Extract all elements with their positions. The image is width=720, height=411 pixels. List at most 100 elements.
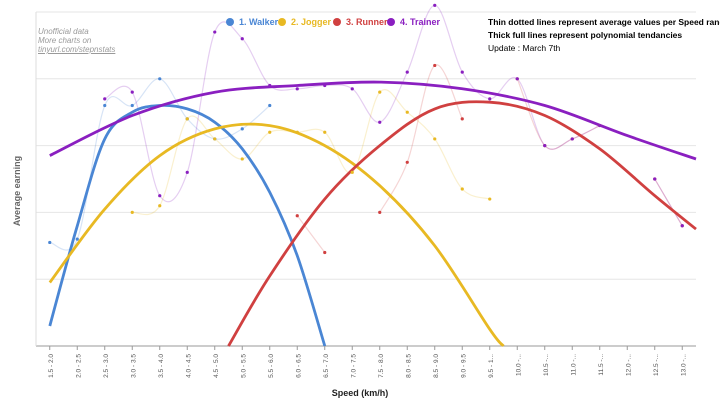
trainer-average-point [103, 97, 107, 101]
trainer-average-point [378, 120, 382, 124]
trainer-average-point [350, 87, 354, 91]
x-tick-label: 6.5 - 7.0 [323, 354, 330, 378]
x-tick-label: 8.5 - 9.0 [433, 354, 440, 378]
legend-item-jogger[interactable]: 2. Jogger [278, 17, 331, 27]
jogger-average-point [350, 170, 354, 174]
jogger-average-point [433, 137, 437, 141]
legend-label-trainer: 4. Trainer [400, 17, 441, 27]
trainer-average-point [488, 97, 492, 101]
legend-item-runner[interactable]: 3. Runner [333, 17, 388, 27]
x-tick-label: 7.5 - 8.0 [378, 354, 385, 378]
y-axis-label: Average earning [12, 155, 22, 227]
walker-trend-line [48, 103, 327, 347]
legend-item-trainer[interactable]: 4. Trainer [387, 17, 440, 27]
legend-label-walker: 1. Walker [239, 17, 279, 27]
runner-average-line [296, 215, 326, 253]
trainer-average-point [295, 87, 299, 91]
source-note-line1: Unofficial data [38, 27, 89, 36]
legend-label-jogger: 2. Jogger [291, 17, 332, 27]
x-tick-label: 10.0 -... [515, 354, 522, 376]
legend-label-runner: 3. Runner [346, 17, 388, 27]
legend-dot-walker [226, 18, 234, 26]
x-tick-label: 8.0 - 8.5 [405, 354, 412, 378]
trainer-trend-line [49, 80, 697, 161]
x-tick-label: 11.0 -... [570, 354, 577, 376]
walker-average-point [268, 103, 272, 108]
trainer-average-point [598, 123, 602, 128]
jogger-average-point [323, 130, 327, 134]
walker-average-line [49, 78, 271, 251]
x-tick-label: 9.5 - 1... [488, 354, 495, 378]
walker-average-point [240, 127, 244, 131]
x-tick-label: 6.0 - 6.5 [295, 354, 302, 378]
x-tick-label: 11.5 -... [598, 354, 605, 376]
trainer-average-line [654, 178, 683, 227]
note-dotted-lines: Thin dotted lines represent average valu… [488, 17, 720, 27]
x-tick-label: 5.0 - 5.5 [240, 354, 247, 378]
x-tick-label: 12.5 -... [653, 354, 660, 376]
x-tick-label: 2.0 - 2.5 [75, 354, 82, 378]
note-full-lines: Thick full lines represent polynomial te… [488, 30, 683, 40]
jogger-average-point [213, 137, 217, 141]
jogger-average-point [460, 187, 464, 191]
source-note-line2: More charts on [38, 36, 92, 45]
x-tick-label: 10.5 -... [543, 354, 550, 376]
jogger-average-point [158, 204, 162, 208]
walker-average-point [48, 240, 52, 245]
average-lines-layer [49, 4, 683, 253]
trainer-average-point [460, 70, 464, 74]
x-tick-label: 7.0 - 7.5 [350, 354, 357, 378]
runner-average-point [323, 250, 327, 255]
legend-dot-trainer [387, 18, 395, 26]
jogger-average-point [130, 210, 134, 214]
trainer-average-point [653, 177, 657, 181]
jogger-average-point [295, 130, 299, 134]
trainer-average-point [158, 194, 162, 198]
trainer-average-point [433, 3, 437, 7]
runner-average-line [379, 64, 463, 213]
x-tick-label: 12.0 -... [625, 354, 632, 376]
walker-average-point [158, 77, 162, 81]
x-tick-label: 4.5 - 5.0 [213, 354, 220, 378]
x-tick-label: 2.5 - 3.0 [103, 354, 110, 378]
jogger-average-point [268, 130, 272, 134]
runner-average-point [433, 63, 437, 68]
walker-average-point [130, 103, 134, 108]
x-tick-label: 4.0 - 4.5 [185, 354, 192, 378]
x-tick-label: 3.5 - 4.0 [158, 354, 165, 378]
jogger-average-point [240, 157, 244, 161]
runner-trend-line [227, 100, 697, 347]
x-tick-label: 3.0 - 3.5 [130, 354, 137, 378]
runner-average-point [295, 214, 299, 218]
legend-item-walker[interactable]: 1. Walker [226, 17, 278, 27]
runner-average-point [405, 160, 409, 164]
trainer-average-point [543, 144, 547, 148]
average-points-layer [48, 3, 684, 255]
trainer-average-point [570, 137, 574, 141]
walker-average-point [103, 103, 107, 108]
runner-average-line [654, 178, 683, 227]
source-link[interactable]: tinyurl.com/stepnstats [38, 45, 116, 54]
legend-dot-jogger [278, 18, 286, 26]
legend-dot-runner [333, 18, 341, 26]
jogger-average-point [185, 117, 189, 121]
trainer-average-point [515, 77, 519, 81]
jogger-average-point [405, 110, 409, 114]
trainer-average-point [405, 70, 409, 74]
x-tick-label: 9.0 - 9.5 [460, 354, 467, 378]
trainer-average-point [680, 224, 684, 228]
trainer-average-point [240, 37, 244, 41]
trainer-average-point [130, 90, 134, 94]
x-tick-label: 1.5 - 2.0 [48, 354, 55, 378]
grid-layer [35, 11, 696, 347]
x-tick-labels: 1.5 - 2.0 2.0 - 2.5 2.5 - 3.0 3.0 - 3.5 3.5 … [48, 346, 687, 378]
walker-average-point [75, 237, 79, 241]
x-axis-label: Speed (km/h) [331, 388, 389, 398]
jogger-average-point [378, 90, 382, 94]
jogger-trend-line [48, 122, 505, 347]
runner-average-point [460, 117, 464, 121]
trainer-average-point [185, 170, 189, 174]
note-update: Update : March 7th [488, 43, 561, 53]
